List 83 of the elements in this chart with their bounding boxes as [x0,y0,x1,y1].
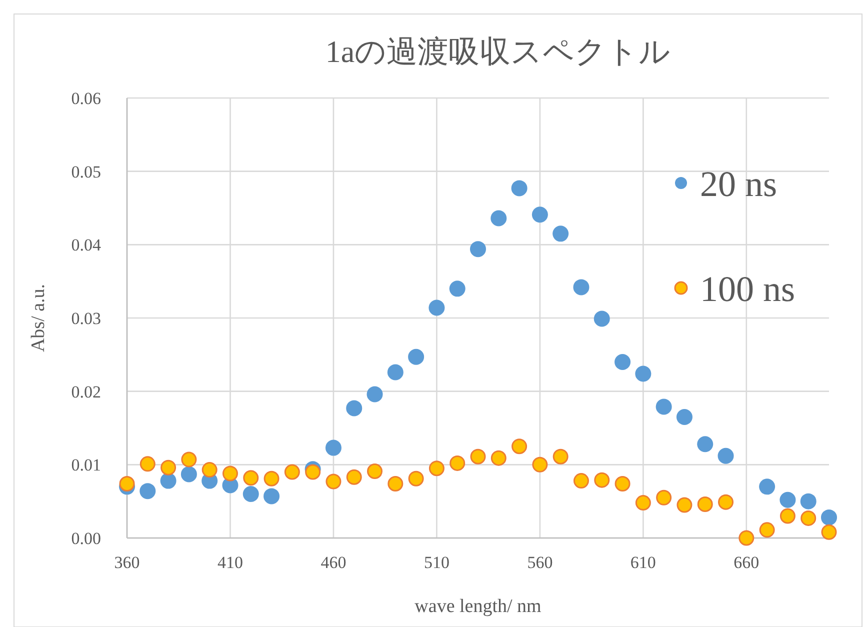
point [325,440,342,456]
point [367,464,383,480]
x-tick-label: 660 [734,553,760,572]
point [450,455,466,471]
point [656,398,672,415]
point [552,226,569,242]
x-tick-label: 360 [114,553,140,572]
y-axis-title: Abs/ a.u. [28,284,49,352]
x-tick-label: 610 [630,553,656,572]
x-tick-label: 410 [217,553,243,572]
point [449,280,466,297]
point [140,483,156,500]
point [305,464,321,480]
point [676,409,692,425]
point [800,510,816,526]
y-tick-label: 0.01 [71,456,101,475]
point [614,354,631,370]
x-tick-label: 510 [424,553,450,572]
y-tick-label: 0.00 [71,529,101,548]
point [573,473,589,489]
point [428,460,444,476]
point [222,466,238,482]
point [490,450,506,466]
point [552,448,568,464]
point [573,279,590,296]
point [821,509,837,526]
point [140,456,156,472]
point [428,300,445,316]
y-tick-label: 0.03 [71,309,101,328]
x-axis-title: wave length/ nm [414,596,542,617]
legend-label: 100 ns [700,269,796,309]
point [366,386,383,402]
point [800,493,816,510]
point [676,497,692,513]
point [160,460,176,476]
point [264,488,280,504]
point [738,530,754,546]
point [594,472,610,488]
point [408,348,424,365]
point [594,310,610,327]
chart-title: 1aの過渡吸収スペクトル [325,34,671,69]
point [512,438,528,454]
point [759,522,775,538]
point [264,470,280,486]
point [718,448,734,464]
point [408,470,424,486]
point [532,206,548,223]
point [346,400,362,416]
x-tick-label: 460 [320,553,346,572]
point [656,490,672,506]
point [532,456,548,472]
point [470,448,486,464]
point [780,508,796,524]
point [490,210,507,226]
legend-label: 20 ns [700,164,778,204]
point [346,469,362,485]
point [243,470,259,486]
point [614,476,630,492]
point [718,494,734,510]
point [160,472,176,489]
point [821,524,837,540]
point [242,486,259,502]
point [326,474,342,490]
point [697,496,713,512]
point [635,495,651,511]
y-tick-label: 0.02 [71,382,101,402]
point [697,436,714,452]
point [470,241,486,258]
point [388,476,404,492]
point [387,364,404,380]
point [635,366,652,382]
point [180,466,197,482]
y-tick-label: 0.05 [71,162,101,182]
point [181,452,197,468]
point [511,180,528,196]
x-tick-label: 560 [527,553,553,572]
y-tick-label: 0.04 [71,236,102,255]
y-tick-label: 0.06 [71,89,101,108]
point [759,478,776,495]
point [284,464,300,480]
point [202,462,218,478]
point [780,492,796,508]
point [119,476,135,492]
